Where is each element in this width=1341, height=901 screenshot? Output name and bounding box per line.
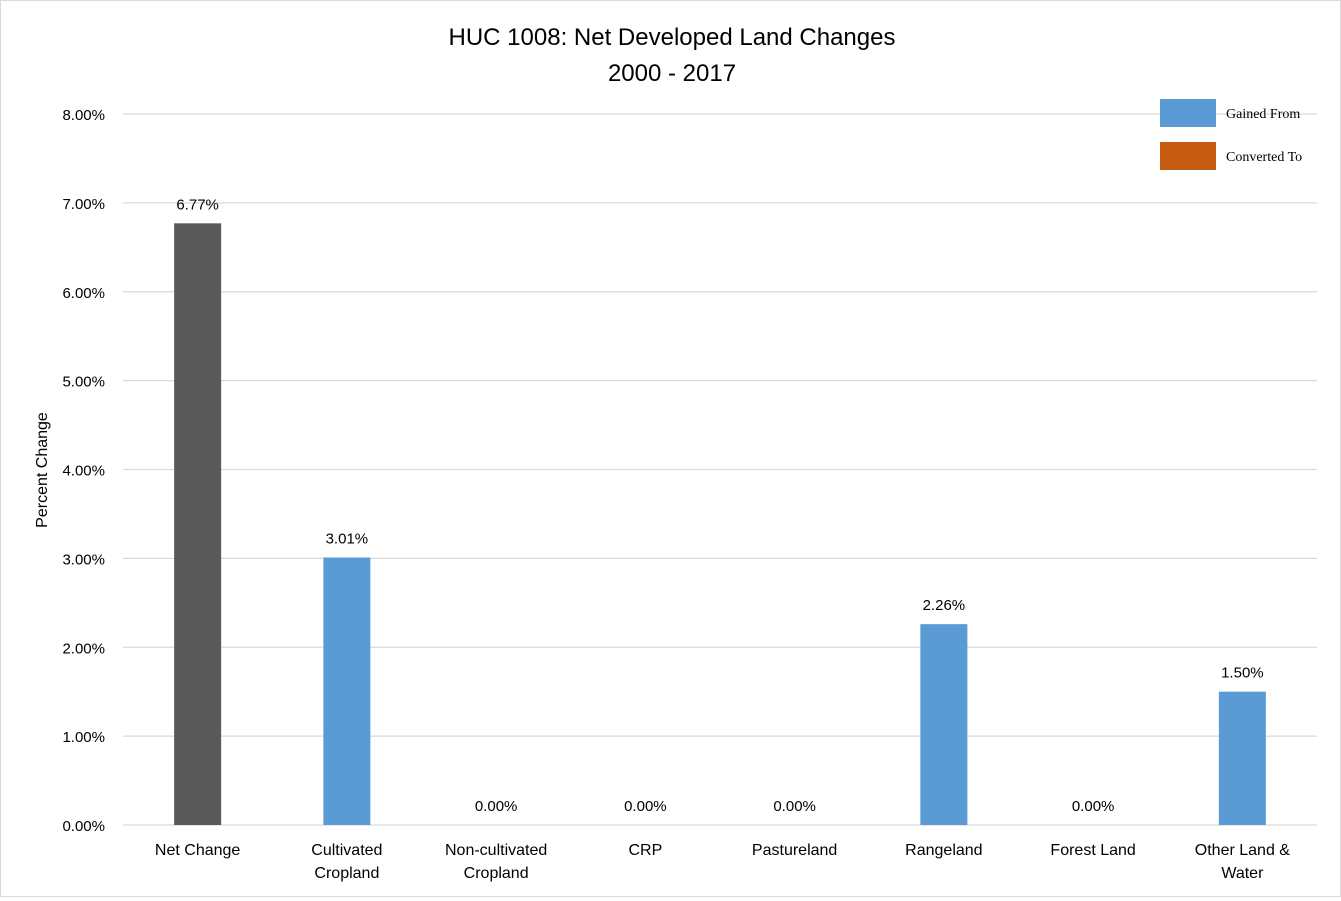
y-tick-label: 7.00% <box>62 196 105 213</box>
legend-label: Converted To <box>1226 150 1302 165</box>
bar <box>1218 691 1266 825</box>
y-tick-label: 5.00% <box>62 374 105 391</box>
data-label: 2.26% <box>923 597 966 614</box>
x-tick-label: Non-cultivated <box>445 842 547 859</box>
legend-swatch <box>1160 99 1216 127</box>
x-tick-label: Other Land & <box>1195 842 1291 859</box>
x-axis-ticks: Net Change Cultivated Cropland Non-cultivat… <box>155 842 1290 882</box>
y-tick-label: 4.00% <box>62 463 105 480</box>
data-label: 3.01% <box>326 530 369 547</box>
y-axis-ticks: 0.00% 1.00% 2.00% 3.00% 4.00% 5.00% 6.00% 7.00%… <box>62 107 105 835</box>
bar <box>920 624 968 825</box>
x-tick-label: Forest Land <box>1050 842 1135 859</box>
y-tick-label: 3.00% <box>62 551 105 568</box>
legend-swatch <box>1160 142 1216 170</box>
data-label: 0.00% <box>475 798 518 815</box>
x-tick-label: Cropland <box>314 865 379 882</box>
y-tick-label: 0.00% <box>62 818 105 835</box>
legend-label: Gained From <box>1226 107 1300 122</box>
x-tick-label: Cultivated <box>311 842 382 859</box>
gridlines <box>123 113 1317 826</box>
x-tick-label: Water <box>1221 865 1264 882</box>
y-axis-label: Percent Change <box>34 412 51 528</box>
data-label: 0.00% <box>1072 798 1115 815</box>
bar <box>323 557 371 825</box>
y-tick-label: 2.00% <box>62 640 105 657</box>
x-tick-label: Cropland <box>464 865 529 882</box>
data-labels: 6.77% 3.01% 0.00% 0.00% 0.00% 2.26% 0.00% 1.50% <box>176 196 1263 815</box>
x-tick-label: Net Change <box>155 842 240 859</box>
data-label: 1.50% <box>1221 665 1264 682</box>
x-tick-label: Pastureland <box>752 842 837 859</box>
x-tick-label: Rangeland <box>905 842 982 859</box>
bar <box>174 223 222 825</box>
data-label: 0.00% <box>624 798 667 815</box>
bars <box>174 223 1266 825</box>
chart-subtitle: 2000 - 2017 <box>608 60 736 87</box>
chart-title: HUC 1008: Net Developed Land Changes <box>449 24 896 51</box>
legend: Gained From Converted To <box>1160 99 1302 170</box>
data-label: 6.77% <box>176 196 219 213</box>
data-label: 0.00% <box>773 798 816 815</box>
x-tick-label: CRP <box>628 842 662 859</box>
y-tick-label: 1.00% <box>62 729 105 746</box>
y-tick-label: 8.00% <box>62 107 105 124</box>
y-tick-label: 6.00% <box>62 285 105 302</box>
